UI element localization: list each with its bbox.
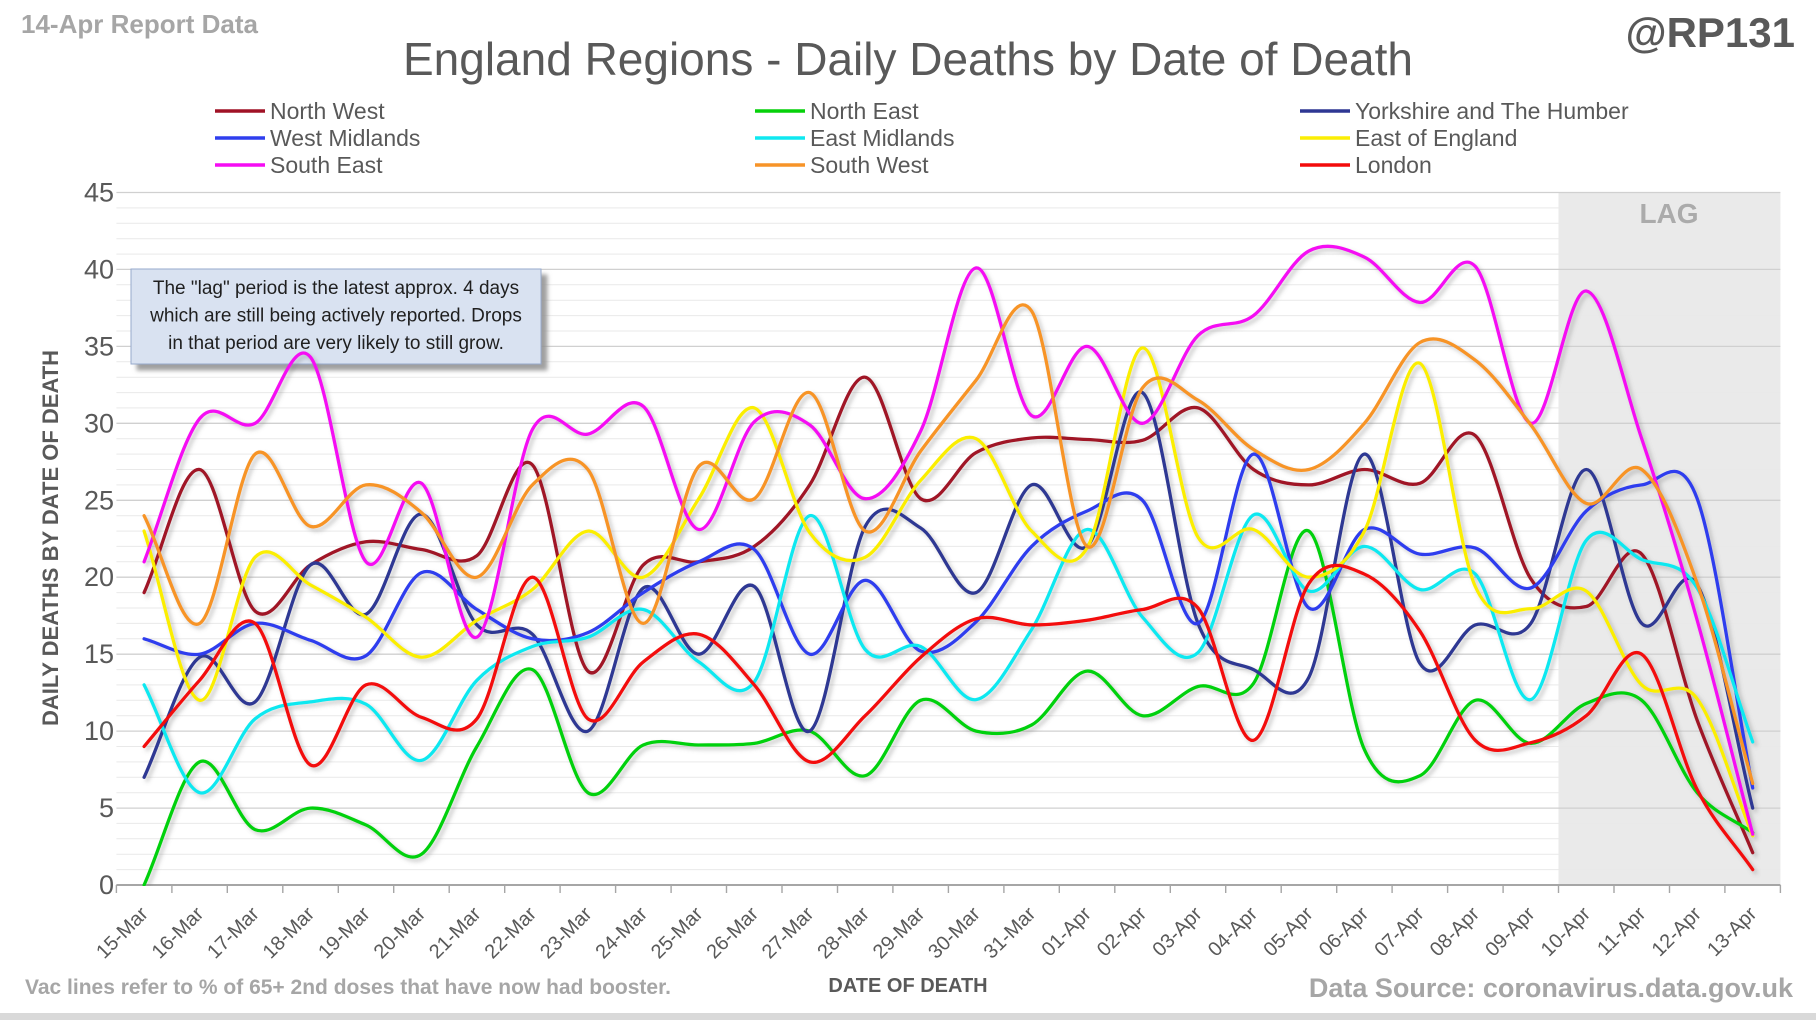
svg-text:10: 10 <box>84 716 114 746</box>
svg-text:London: London <box>1355 152 1432 178</box>
svg-text:14-Apr Report Data: 14-Apr Report Data <box>21 9 258 39</box>
svg-text:in that period are very likely: in that period are very likely to still … <box>168 333 504 354</box>
svg-text:West Midlands: West Midlands <box>270 125 420 151</box>
svg-text:DATE OF DEATH: DATE OF DEATH <box>828 975 987 997</box>
svg-text:East of England: East of England <box>1355 125 1517 151</box>
svg-text:which are still being actively: which are still being actively reported.… <box>149 306 522 327</box>
svg-text:20: 20 <box>84 562 114 592</box>
svg-text:The "lag" period is the latest: The "lag" period is the latest approx. 4… <box>153 278 519 299</box>
svg-text:North East: North East <box>810 98 919 124</box>
svg-text:LAG: LAG <box>1639 198 1698 229</box>
svg-text:0: 0 <box>99 870 114 900</box>
svg-text:Vac lines refer to % of 65+ 2n: Vac lines refer to % of 65+ 2nd doses th… <box>25 976 671 999</box>
svg-text:40: 40 <box>84 254 114 284</box>
svg-text:30: 30 <box>84 408 114 438</box>
svg-text:15: 15 <box>84 639 114 669</box>
svg-text:25: 25 <box>84 485 114 515</box>
svg-text:@RP131: @RP131 <box>1626 9 1795 56</box>
svg-text:North West: North West <box>270 98 385 124</box>
svg-text:Data Source: coronavirus.data.: Data Source: coronavirus.data.gov.uk <box>1309 973 1794 1003</box>
svg-text:35: 35 <box>84 331 114 361</box>
svg-text:45: 45 <box>84 178 114 208</box>
svg-text:South West: South West <box>810 152 929 178</box>
svg-text:DAILY DEATHS BY DATE OF DEATH: DAILY DEATHS BY DATE OF DEATH <box>38 350 63 726</box>
svg-text:5: 5 <box>99 793 114 823</box>
svg-text:England Regions - Daily Deaths: England Regions - Daily Deaths by Date o… <box>403 33 1413 85</box>
svg-text:East Midlands: East Midlands <box>810 125 954 151</box>
svg-text:South East: South East <box>270 152 383 178</box>
svg-text:Yorkshire and The Humber: Yorkshire and The Humber <box>1355 98 1629 124</box>
